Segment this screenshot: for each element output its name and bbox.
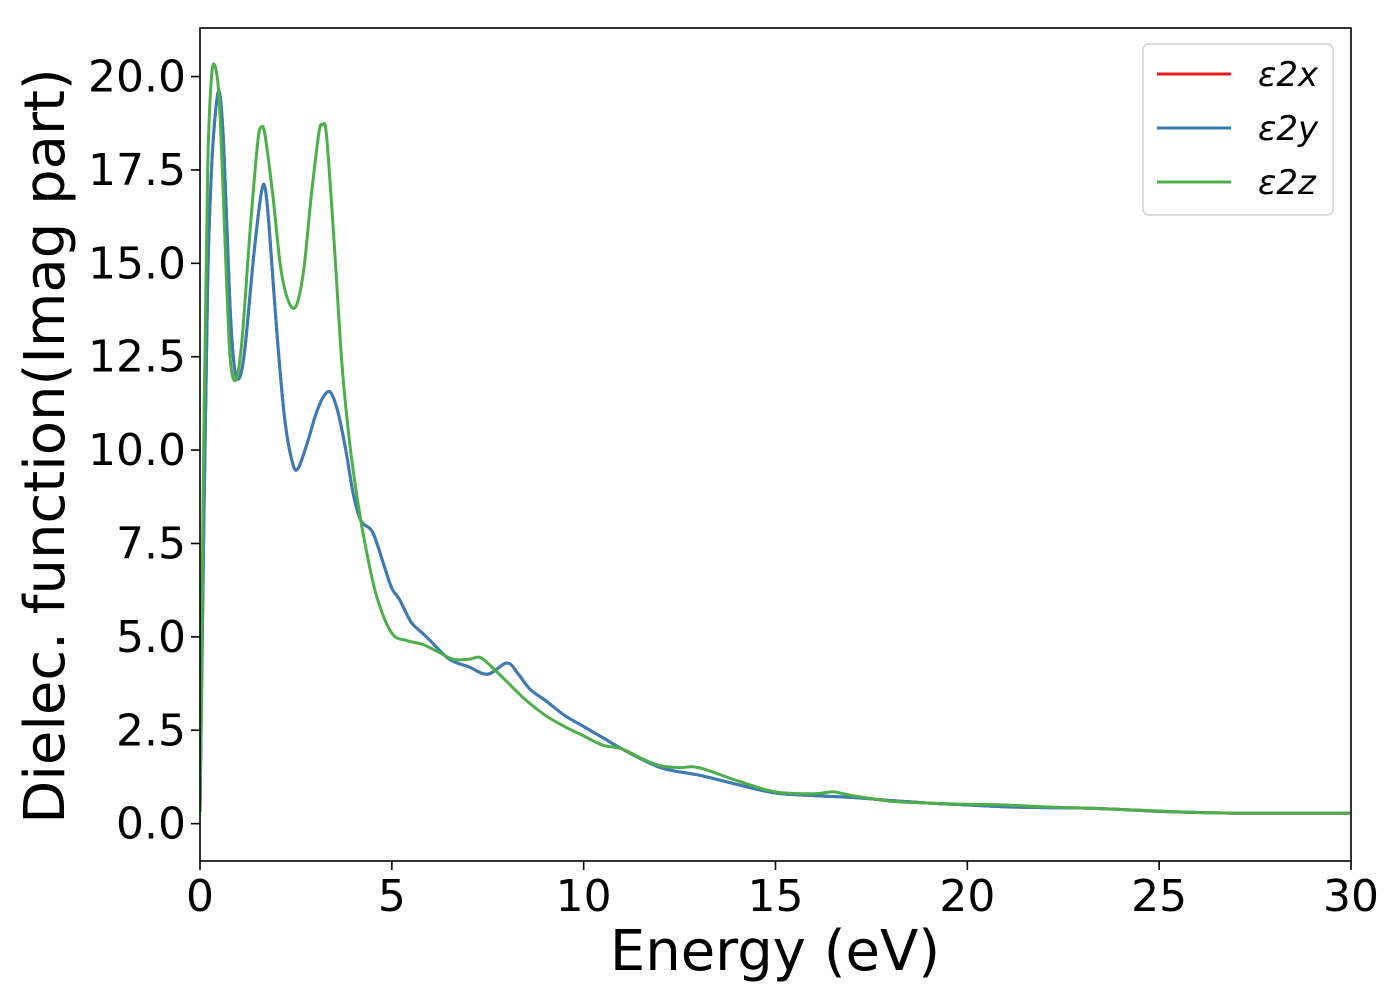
x-tick-label: 0 [186,871,214,922]
y-tick-label: 15.0 [88,238,186,289]
y-tick-label: 10.0 [88,425,186,476]
legend-frame [1142,43,1334,216]
legend-label-1: ε2x [1258,55,1319,95]
y-axis: 0.0 2.5 5.0 7.5 10.0 12.5 15.0 17.5 20.0 [88,52,200,850]
y-tick-label: 5.0 [116,612,186,663]
legend-label-3: ε2z [1258,163,1317,203]
y-axis-title: Dielec. function(Imag part) [13,68,78,824]
x-tick-label: 10 [556,871,612,922]
x-tick-label: 30 [1323,871,1379,922]
series-layer [200,62,1351,815]
legend-label-2: ε2y [1258,109,1319,149]
x-tick-label: 20 [939,871,995,922]
x-tick-label: 5 [378,871,406,922]
x-tick-label: 15 [748,871,804,922]
y-tick-label: 20.0 [88,52,186,103]
y-tick-label: 17.5 [88,145,186,196]
y-tick-label: 2.5 [116,705,186,756]
series-line-3 [200,62,1351,815]
y-tick-label: 7.5 [116,518,186,569]
y-tick-label: 12.5 [88,332,186,383]
legend: ε2x ε2y ε2z [1142,43,1334,216]
x-tick-label: 25 [1131,871,1187,922]
y-tick-label: 0.0 [116,799,186,850]
x-axis: 0 5 10 15 20 25 30 [186,861,1379,922]
x-axis-title: Energy (eV) [610,919,940,984]
